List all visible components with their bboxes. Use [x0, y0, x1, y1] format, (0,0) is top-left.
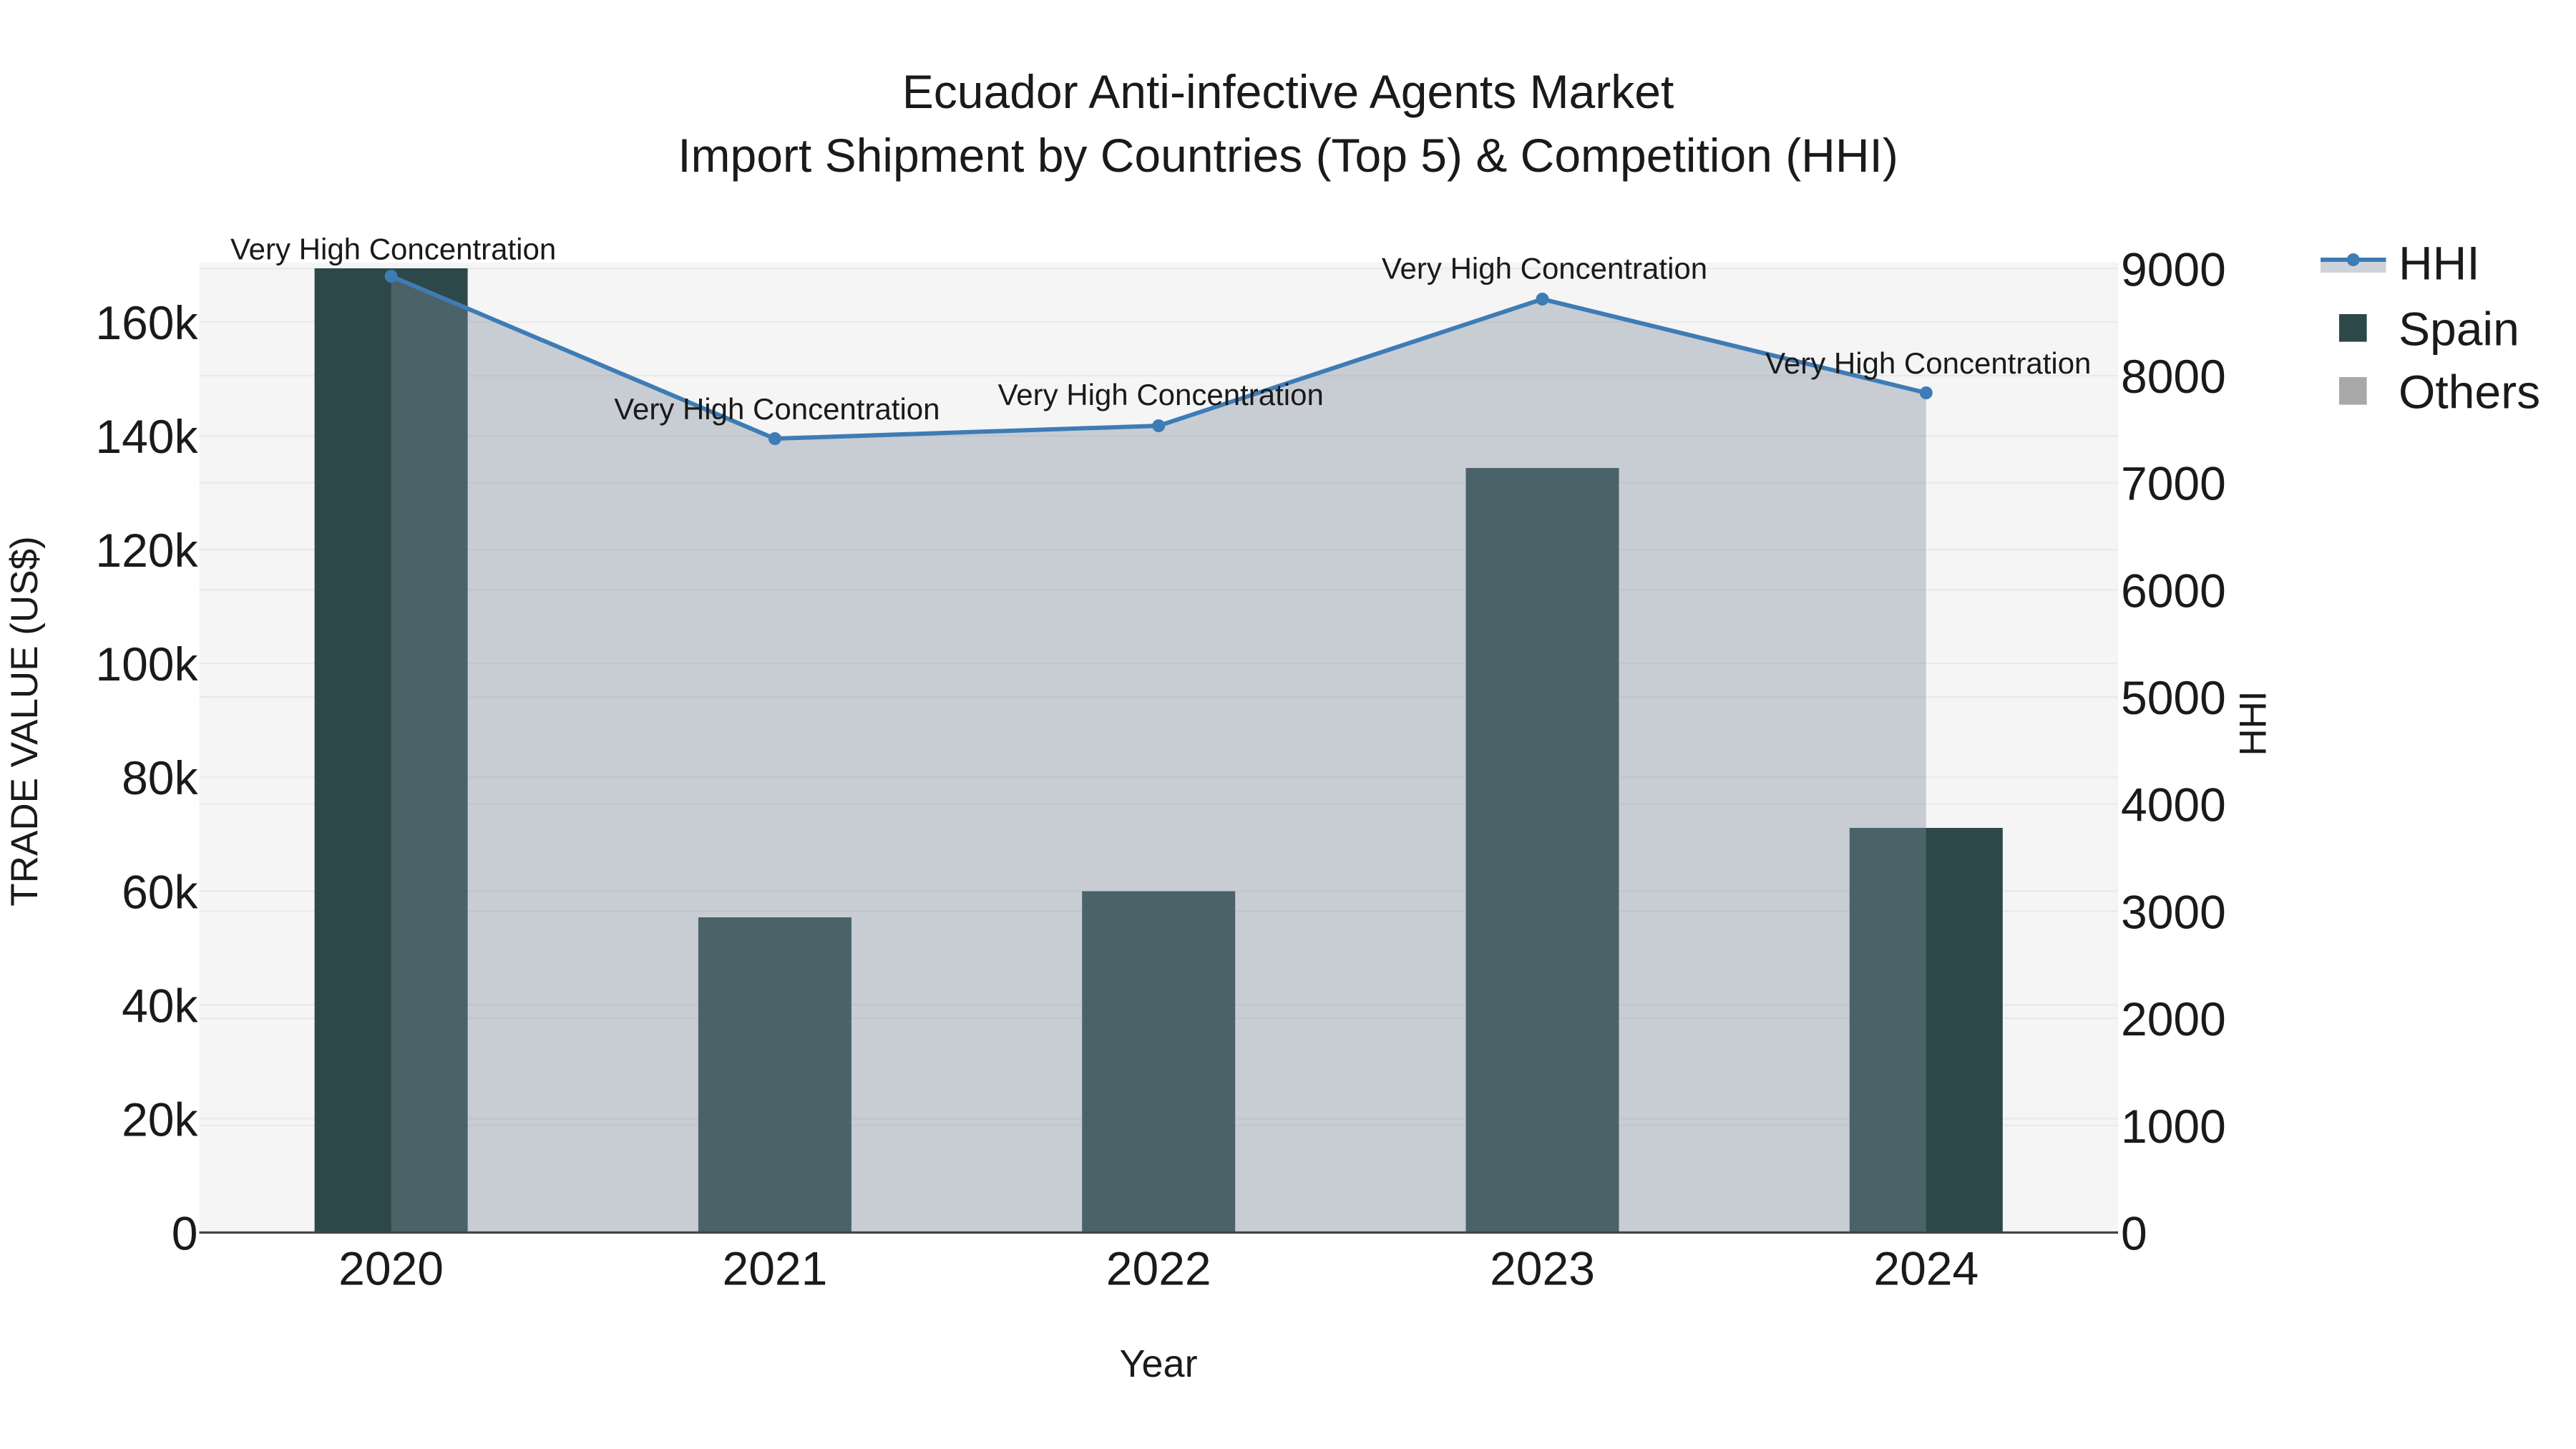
svg-text:0: 0: [2121, 1207, 2147, 1260]
svg-text:1000: 1000: [2121, 1100, 2226, 1153]
svg-text:80k: 80k: [122, 751, 198, 804]
svg-text:60k: 60k: [122, 865, 198, 918]
svg-text:TRADE VALUE (US$): TRADE VALUE (US$): [4, 536, 46, 906]
svg-text:2022: 2022: [1106, 1242, 1211, 1295]
svg-text:2000: 2000: [2121, 992, 2226, 1045]
svg-text:40k: 40k: [122, 979, 198, 1032]
svg-text:HHI: HHI: [2399, 237, 2480, 290]
svg-text:100k: 100k: [95, 638, 198, 691]
svg-text:4000: 4000: [2121, 779, 2226, 831]
svg-text:2021: 2021: [722, 1242, 827, 1295]
svg-text:2023: 2023: [1490, 1242, 1595, 1295]
svg-text:5000: 5000: [2121, 671, 2226, 724]
svg-text:Very High Concentration: Very High Concentration: [1765, 346, 2091, 380]
svg-text:Very High Concentration: Very High Concentration: [614, 392, 940, 426]
svg-text:Ecuador Anti-infective Agents: Ecuador Anti-infective Agents Market: [902, 65, 1674, 118]
svg-text:Very High Concentration: Very High Concentration: [998, 378, 1324, 411]
svg-text:Year: Year: [1119, 1342, 1197, 1385]
svg-text:140k: 140k: [95, 410, 198, 463]
svg-text:Very High Concentration: Very High Concentration: [230, 233, 556, 266]
svg-text:HHI: HHI: [2233, 691, 2275, 756]
svg-text:Import Shipment by Countries (: Import Shipment by Countries (Top 5) & C…: [678, 129, 1898, 182]
svg-text:9000: 9000: [2121, 243, 2226, 296]
svg-text:Spain: Spain: [2399, 303, 2519, 356]
svg-text:3000: 3000: [2121, 885, 2226, 938]
svg-text:6000: 6000: [2121, 564, 2226, 617]
svg-text:2024: 2024: [1873, 1242, 1979, 1295]
svg-text:160k: 160k: [95, 296, 198, 349]
svg-text:0: 0: [172, 1207, 198, 1260]
svg-text:20k: 20k: [122, 1093, 198, 1146]
svg-text:8000: 8000: [2121, 350, 2226, 403]
svg-text:7000: 7000: [2121, 457, 2226, 510]
svg-text:Others: Others: [2399, 366, 2540, 419]
svg-text:Very High Concentration: Very High Concentration: [1382, 252, 1707, 286]
svg-text:2020: 2020: [338, 1242, 444, 1295]
svg-text:120k: 120k: [95, 524, 198, 577]
